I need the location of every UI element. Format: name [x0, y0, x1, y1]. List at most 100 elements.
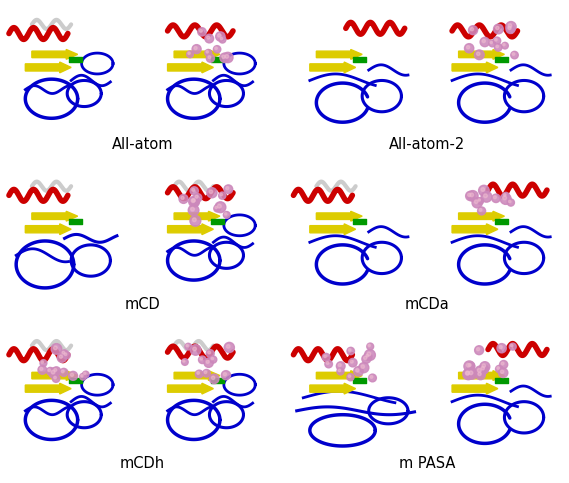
Circle shape: [206, 360, 209, 363]
Circle shape: [60, 350, 68, 357]
Circle shape: [179, 195, 188, 203]
Circle shape: [509, 343, 516, 350]
Circle shape: [362, 355, 371, 363]
Circle shape: [499, 345, 502, 349]
Polygon shape: [459, 211, 504, 221]
Circle shape: [194, 46, 197, 50]
Circle shape: [337, 368, 344, 375]
Text: All-atom: All-atom: [112, 137, 173, 152]
Circle shape: [338, 364, 341, 367]
Circle shape: [477, 207, 485, 215]
Circle shape: [347, 347, 354, 355]
Circle shape: [205, 34, 213, 43]
Circle shape: [478, 199, 480, 201]
Circle shape: [195, 195, 198, 198]
Polygon shape: [452, 62, 498, 73]
Circle shape: [41, 361, 44, 363]
Circle shape: [479, 185, 489, 196]
Circle shape: [477, 52, 480, 56]
Circle shape: [325, 360, 332, 368]
Circle shape: [348, 375, 351, 377]
Circle shape: [207, 36, 210, 39]
Circle shape: [52, 367, 60, 375]
Circle shape: [478, 372, 481, 376]
Circle shape: [38, 366, 47, 374]
Polygon shape: [26, 224, 71, 235]
Circle shape: [348, 349, 351, 351]
Text: mCD: mCD: [125, 297, 160, 312]
Circle shape: [492, 194, 500, 202]
Circle shape: [53, 376, 56, 379]
Circle shape: [501, 370, 504, 373]
Polygon shape: [316, 49, 362, 59]
Circle shape: [370, 376, 373, 378]
Circle shape: [225, 213, 227, 215]
Polygon shape: [310, 62, 356, 73]
Circle shape: [199, 356, 206, 364]
Circle shape: [183, 360, 185, 362]
Circle shape: [468, 364, 471, 367]
Circle shape: [200, 357, 203, 360]
Circle shape: [211, 357, 213, 360]
Circle shape: [482, 39, 485, 43]
Circle shape: [493, 37, 501, 44]
Circle shape: [463, 369, 474, 380]
Circle shape: [369, 374, 377, 382]
Circle shape: [188, 52, 190, 55]
Circle shape: [477, 369, 481, 372]
Circle shape: [336, 362, 345, 370]
Circle shape: [226, 345, 230, 348]
Circle shape: [497, 343, 506, 353]
Circle shape: [51, 370, 55, 374]
Circle shape: [367, 352, 371, 356]
Circle shape: [203, 369, 211, 377]
Circle shape: [208, 56, 211, 58]
Circle shape: [63, 352, 71, 359]
Circle shape: [497, 367, 500, 369]
Circle shape: [493, 24, 503, 34]
Circle shape: [468, 193, 471, 197]
Circle shape: [47, 368, 54, 375]
Polygon shape: [26, 383, 71, 394]
Circle shape: [508, 24, 512, 28]
Circle shape: [338, 369, 341, 371]
Circle shape: [185, 343, 192, 350]
Circle shape: [190, 345, 201, 355]
Circle shape: [512, 53, 515, 56]
Circle shape: [506, 22, 516, 32]
Text: mCDh: mCDh: [119, 456, 165, 471]
Circle shape: [209, 374, 219, 384]
Circle shape: [205, 49, 212, 56]
Circle shape: [467, 191, 478, 201]
Polygon shape: [310, 383, 356, 394]
Circle shape: [54, 369, 57, 371]
Circle shape: [465, 371, 469, 375]
Circle shape: [494, 43, 502, 51]
Circle shape: [206, 51, 208, 53]
Circle shape: [481, 367, 484, 370]
Circle shape: [489, 40, 496, 47]
Circle shape: [68, 371, 77, 380]
Circle shape: [225, 55, 229, 58]
Circle shape: [475, 50, 484, 60]
Polygon shape: [167, 383, 213, 394]
Circle shape: [464, 43, 474, 53]
Circle shape: [466, 371, 469, 375]
Circle shape: [484, 194, 488, 198]
Circle shape: [507, 199, 514, 206]
Circle shape: [475, 346, 484, 355]
Circle shape: [198, 28, 206, 36]
Circle shape: [40, 368, 43, 370]
Circle shape: [220, 53, 229, 62]
Circle shape: [214, 205, 221, 212]
Circle shape: [210, 356, 217, 363]
Circle shape: [187, 51, 193, 57]
Text: m PASA: m PASA: [398, 456, 455, 471]
Circle shape: [190, 197, 199, 206]
Circle shape: [222, 55, 225, 58]
Polygon shape: [310, 224, 356, 235]
Circle shape: [475, 366, 486, 377]
Circle shape: [463, 369, 474, 380]
Circle shape: [475, 200, 478, 203]
Polygon shape: [174, 370, 220, 381]
